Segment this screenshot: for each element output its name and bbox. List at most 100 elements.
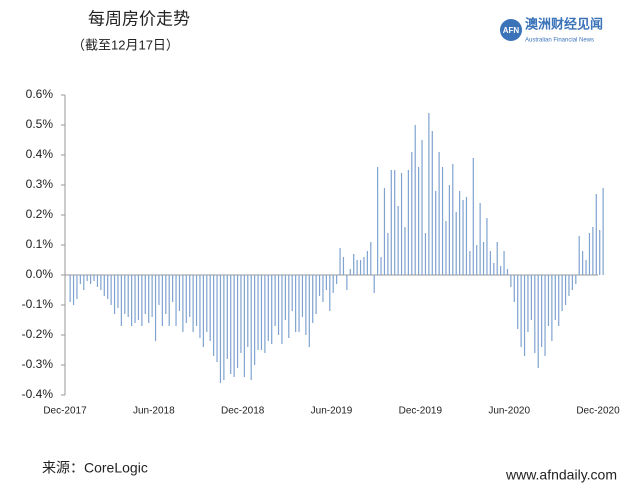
bar — [346, 275, 348, 290]
bar — [366, 251, 368, 275]
bar — [295, 275, 297, 332]
bar — [411, 152, 413, 275]
bar — [260, 275, 263, 350]
bar — [271, 275, 273, 344]
website: www.afndaily.com — [505, 467, 617, 483]
bar — [500, 266, 502, 275]
bar — [182, 275, 184, 332]
bar — [342, 257, 345, 275]
bar — [223, 275, 225, 380]
bar — [503, 251, 505, 275]
bar — [107, 275, 109, 299]
bar — [445, 221, 447, 275]
bar — [86, 275, 88, 281]
logo-mark: AFN — [503, 26, 520, 35]
bar — [506, 269, 509, 275]
bar — [479, 203, 481, 275]
bar — [571, 275, 573, 290]
bar — [76, 275, 78, 299]
bar — [523, 275, 526, 356]
bar — [322, 275, 324, 302]
bar — [312, 275, 314, 323]
y-tick-label: 0.1% — [26, 237, 54, 251]
bar — [131, 275, 133, 326]
bar — [226, 275, 228, 359]
y-tick-label: 0.2% — [26, 207, 54, 221]
bar — [459, 191, 461, 275]
bar — [110, 275, 112, 305]
bar — [472, 158, 474, 275]
bar — [165, 275, 167, 314]
y-tick-label: -0.4% — [22, 387, 54, 401]
bar — [206, 275, 208, 332]
bar — [185, 275, 187, 323]
bar — [359, 260, 362, 275]
bar — [284, 275, 286, 320]
bar — [230, 275, 232, 374]
bar — [363, 257, 365, 275]
bar — [585, 260, 587, 275]
bar — [178, 275, 181, 311]
bar — [325, 275, 327, 290]
bar — [561, 275, 563, 311]
bar — [356, 260, 358, 275]
bar — [72, 275, 75, 305]
bar — [254, 275, 256, 365]
y-tick-label: 0.4% — [26, 147, 54, 161]
bar — [219, 275, 222, 383]
bar — [158, 275, 160, 305]
bar — [168, 275, 170, 326]
bar — [486, 218, 488, 275]
bar — [558, 275, 560, 326]
bar — [462, 200, 464, 275]
bar — [373, 275, 375, 293]
bar — [134, 275, 136, 323]
bar — [103, 275, 105, 296]
bar — [315, 275, 317, 314]
bar — [452, 164, 454, 275]
y-tick-label: 0.3% — [26, 177, 54, 191]
bar — [465, 197, 468, 275]
bar — [370, 242, 372, 275]
bar — [247, 275, 249, 347]
bar — [588, 233, 591, 275]
bar — [213, 275, 215, 356]
bar — [349, 269, 351, 275]
bar — [79, 275, 81, 284]
bar — [141, 275, 143, 326]
bar — [274, 275, 276, 326]
x-tick-label: Dec-2020 — [576, 406, 620, 417]
bar — [161, 275, 163, 326]
bar — [257, 275, 259, 350]
bar — [595, 194, 597, 275]
bar — [407, 170, 409, 275]
bar — [435, 191, 437, 275]
bar — [318, 275, 321, 296]
bar — [510, 275, 512, 287]
bar — [592, 227, 594, 275]
x-tick-label: Dec-2017 — [43, 406, 87, 417]
bar — [578, 236, 580, 275]
bar — [493, 263, 495, 275]
bar — [517, 275, 519, 329]
bar — [291, 275, 293, 311]
chart-subtitle: （截至12月17日） — [72, 37, 179, 52]
x-tick-label: Dec-2019 — [399, 406, 443, 417]
bar — [329, 275, 331, 311]
bar — [154, 275, 157, 341]
bar — [568, 275, 570, 296]
bar — [308, 275, 310, 347]
y-tick-label: 0.6% — [26, 87, 54, 101]
bar — [380, 257, 382, 275]
chart-title: 每周房价走势 — [88, 9, 190, 28]
x-tick-label: Jun-2019 — [311, 406, 353, 417]
bar — [113, 275, 116, 314]
y-tick-label: 0.5% — [26, 117, 54, 131]
bar — [124, 275, 126, 314]
bar — [554, 275, 556, 320]
y-tick-label: -0.1% — [22, 297, 54, 311]
bar — [602, 188, 604, 275]
bar — [192, 275, 194, 332]
